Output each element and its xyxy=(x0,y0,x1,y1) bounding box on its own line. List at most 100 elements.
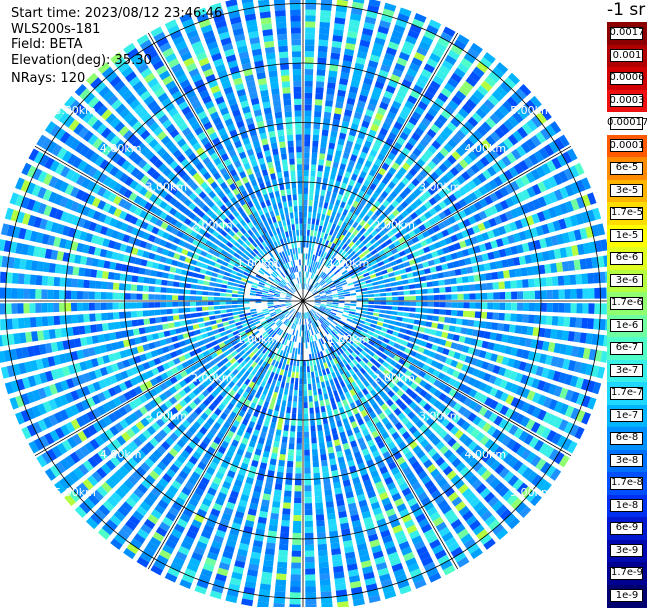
range-gate xyxy=(313,473,320,479)
range-gate xyxy=(30,317,37,327)
range-gate xyxy=(409,284,415,289)
range-gate xyxy=(90,269,97,277)
range-gate xyxy=(320,376,324,382)
range-gate xyxy=(312,153,318,159)
range-gate xyxy=(276,573,286,580)
range-gate xyxy=(304,194,308,200)
range-gate xyxy=(490,262,497,270)
range-gate xyxy=(284,419,289,425)
range-gate xyxy=(308,218,311,224)
range-gate xyxy=(240,281,246,285)
range-gate xyxy=(562,330,569,340)
range-gate xyxy=(232,302,238,305)
range-gate xyxy=(310,360,313,366)
range-gate xyxy=(503,270,510,278)
range-gate xyxy=(295,473,302,479)
range-gate xyxy=(278,375,282,382)
range-gate xyxy=(305,87,313,93)
range-gate xyxy=(330,131,337,138)
range-gate xyxy=(95,303,101,311)
range-gate xyxy=(208,297,214,301)
range-gate xyxy=(164,331,171,337)
range-gate xyxy=(132,275,139,282)
range-gate xyxy=(540,315,547,324)
range-gate xyxy=(154,294,160,299)
range-gate xyxy=(305,574,315,580)
range-gate xyxy=(311,437,317,443)
range-gate xyxy=(310,230,313,236)
range-gate xyxy=(137,319,144,326)
range-gate xyxy=(427,282,434,287)
range-gate xyxy=(368,305,374,308)
range-gate xyxy=(285,479,292,485)
range-gate xyxy=(238,295,244,298)
range-gate xyxy=(238,311,244,314)
range-gate xyxy=(280,448,286,455)
range-gate xyxy=(291,353,294,359)
range-gate xyxy=(305,592,316,598)
range-gate xyxy=(305,69,313,75)
range-gate xyxy=(160,302,166,307)
range-gate xyxy=(313,135,319,141)
range-gate xyxy=(216,279,223,283)
range-gate xyxy=(297,426,302,432)
range-gate xyxy=(316,75,325,82)
range-gate xyxy=(570,289,576,299)
range-gate xyxy=(305,9,316,15)
range-gate xyxy=(83,291,89,299)
range-gate xyxy=(297,360,300,366)
range-gate xyxy=(119,312,125,319)
range-gate xyxy=(329,379,334,386)
range-gate xyxy=(278,362,282,368)
range-gate xyxy=(143,277,150,283)
range-gate xyxy=(96,324,103,332)
range-gate xyxy=(322,208,327,215)
range-gate xyxy=(308,206,312,212)
range-gate xyxy=(65,290,71,299)
range-gate xyxy=(309,354,312,360)
range-gate xyxy=(162,272,169,278)
range-gate xyxy=(356,301,362,303)
range-gate xyxy=(463,294,469,300)
range-gate xyxy=(292,348,295,354)
range-gate xyxy=(317,364,321,370)
range-gate xyxy=(333,162,339,169)
range-gate xyxy=(392,302,398,306)
range-gate xyxy=(515,268,522,277)
range-gate xyxy=(194,267,201,273)
range-gate xyxy=(84,268,91,277)
range-gate xyxy=(313,129,320,135)
range-gate xyxy=(395,276,402,281)
range-gate xyxy=(392,266,399,271)
range-gate xyxy=(232,294,238,297)
range-gate xyxy=(287,455,293,461)
range-gate xyxy=(298,414,302,420)
range-gate xyxy=(515,325,522,334)
range-gate xyxy=(300,325,301,331)
range-gate xyxy=(410,307,416,311)
range-gate xyxy=(113,302,119,309)
range-gate xyxy=(334,107,342,114)
range-gate xyxy=(435,331,442,337)
range-gate xyxy=(278,460,285,467)
range-gate xyxy=(569,275,576,285)
range-gate xyxy=(304,438,309,444)
range-gate xyxy=(231,327,238,332)
range-gate xyxy=(450,318,457,324)
range-gate xyxy=(324,172,330,179)
range-gate xyxy=(355,286,361,289)
range-gate xyxy=(149,286,155,292)
range-gate xyxy=(158,332,165,339)
range-gate xyxy=(370,324,377,329)
range-gate xyxy=(305,93,313,99)
range-gate xyxy=(330,198,335,205)
range-gate xyxy=(279,538,288,545)
range-gate xyxy=(425,275,432,281)
range-gate xyxy=(293,527,301,533)
range-gate xyxy=(319,358,323,364)
range-gate xyxy=(305,580,315,586)
range-gate xyxy=(230,324,237,329)
range-gate xyxy=(330,397,335,404)
range-gate xyxy=(312,443,318,449)
range-gate xyxy=(327,302,333,303)
